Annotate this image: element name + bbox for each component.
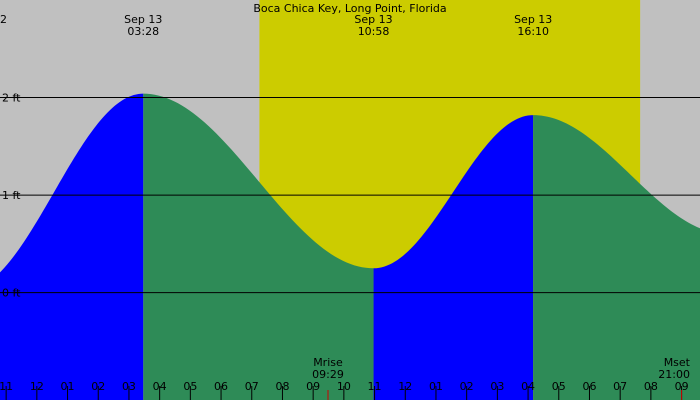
x-tick-label: 11: [368, 380, 382, 393]
y-tick-label: 2 ft: [2, 92, 21, 105]
x-tick-label: 09: [675, 380, 689, 393]
chart-title: Boca Chica Key, Long Point, Florida: [253, 2, 446, 15]
tide-time-label: 16:10: [517, 25, 549, 38]
tide-date-label: Sep 13: [514, 13, 552, 26]
tide-time-label: 03:28: [127, 25, 159, 38]
x-tick-label: 08: [644, 380, 658, 393]
tide-date-label: Sep 13: [354, 13, 392, 26]
x-tick-label: 02: [460, 380, 474, 393]
moon-event-name: Mrise: [313, 356, 343, 369]
y-tick-labels: 0 ft 1 ft 2 ft: [2, 92, 21, 300]
x-axis-ticks: 11 12 01 02 03 04 05 06 07 08 09 10 11 12 01 02 03 04 05 06…: [0, 380, 689, 400]
x-tick-label: 12: [30, 380, 44, 393]
moon-event-time: 09:29: [312, 368, 344, 381]
x-tick-label: 09: [306, 380, 320, 393]
x-tick-label: 05: [552, 380, 566, 393]
y-tick-label: 1 ft: [2, 189, 21, 202]
y-tick-label: 0 ft: [2, 287, 21, 300]
x-tick-label: 08: [275, 380, 289, 393]
edge-label-top-left: 2: [0, 13, 7, 26]
tide-curve: [0, 93, 700, 400]
x-tick-label: 01: [429, 380, 443, 393]
x-tick-label: 11: [0, 380, 13, 393]
x-tick-label: 03: [490, 380, 504, 393]
moon-event-time: 21:00: [658, 368, 690, 381]
x-tick-label: 12: [398, 380, 412, 393]
x-tick-label: 07: [613, 380, 627, 393]
rising-tide-area: [0, 93, 144, 400]
rising-tide-area: [373, 115, 534, 400]
falling-tide-area: [533, 115, 700, 400]
tide-time-label: 10:58: [358, 25, 390, 38]
x-tick-label: 04: [521, 380, 535, 393]
x-tick-label: 10: [337, 380, 351, 393]
falling-tide-area: [143, 93, 374, 400]
x-tick-label: 05: [183, 380, 197, 393]
x-tick-label: 06: [214, 380, 228, 393]
moon-event-name: Mset: [664, 356, 691, 369]
x-tick-label: 03: [122, 380, 136, 393]
x-tick-label: 04: [153, 380, 167, 393]
x-tick-label: 06: [582, 380, 596, 393]
x-tick-label: 01: [61, 380, 75, 393]
x-tick-label: 02: [91, 380, 105, 393]
y-grid-lines: [0, 97, 700, 294]
tide-date-label: Sep 13: [124, 13, 162, 26]
x-tick-label: 07: [245, 380, 259, 393]
